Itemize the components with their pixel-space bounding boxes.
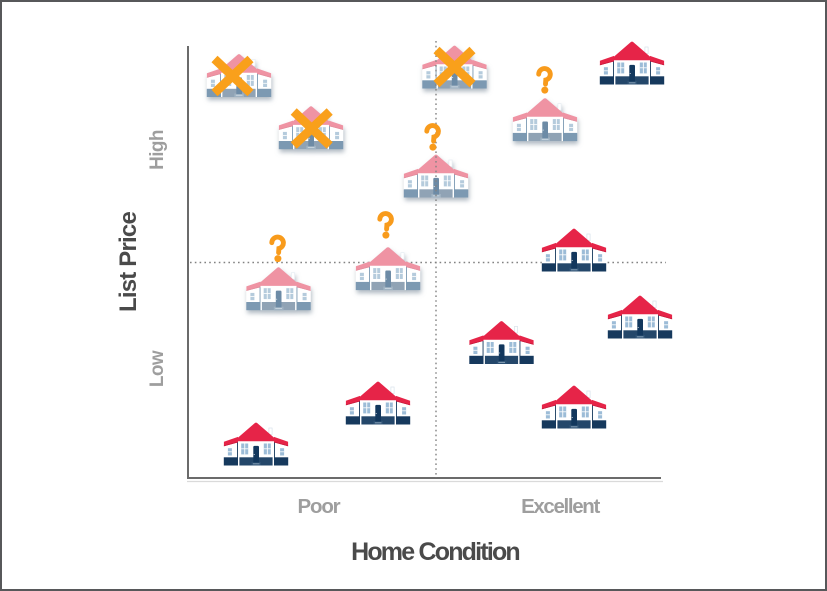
svg-text:Low: Low xyxy=(147,350,168,387)
svg-text:Home Condition: Home Condition xyxy=(351,538,519,566)
svg-text:List Price: List Price xyxy=(115,212,142,312)
svg-text:High: High xyxy=(147,130,168,170)
svg-text:Poor: Poor xyxy=(298,495,341,518)
svg-text:Excellent: Excellent xyxy=(521,495,600,518)
